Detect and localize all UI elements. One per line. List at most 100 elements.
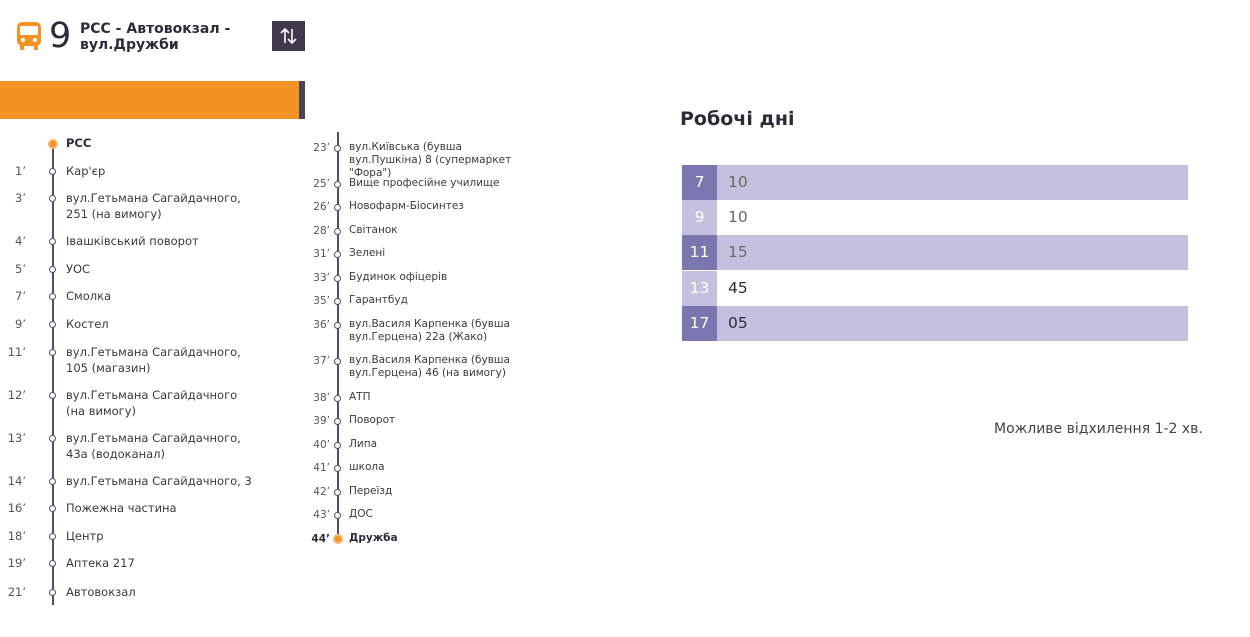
stop-time: 26’ — [313, 201, 330, 213]
timetable-title: Робочі дні — [680, 108, 795, 130]
stop-name: Аптека 217 — [66, 556, 135, 570]
stop-time: 41’ — [313, 462, 330, 474]
bus-icon — [17, 22, 41, 50]
route-line-col2 — [337, 132, 339, 538]
stop-name: РСС — [66, 136, 92, 150]
stop-time: 36’ — [313, 319, 330, 331]
stop-name: вул.Гетьмана Сагайдачного, 105 (магазин) — [66, 345, 241, 375]
stop-name: Переїзд — [349, 485, 393, 497]
stop-time: 7’ — [15, 289, 26, 303]
stop-time: 19’ — [7, 556, 26, 570]
swap-direction-button[interactable] — [272, 21, 305, 51]
stop-marker — [49, 321, 56, 328]
stop-marker — [334, 228, 341, 235]
stop-marker — [49, 533, 56, 540]
stop-marker — [334, 512, 341, 519]
stop-time: 35’ — [313, 295, 330, 307]
stop-marker — [334, 145, 341, 152]
timetable-hour: 11 — [682, 235, 717, 270]
stop-marker — [49, 435, 56, 442]
stop-name: Зелені — [349, 247, 386, 259]
stop-name: Костел — [66, 317, 109, 331]
stop-time: 25’ — [313, 178, 330, 190]
stop-time: 3’ — [15, 191, 26, 205]
stop-name: вул.Гетьмана Сагайдачного, 3 — [66, 474, 252, 488]
stop-marker — [49, 293, 56, 300]
stop-name: АТП — [349, 391, 371, 403]
stop-name: Світанок — [349, 224, 398, 236]
stop-marker — [49, 168, 56, 175]
stop-marker — [49, 349, 56, 356]
stop-time: 39’ — [313, 415, 330, 427]
stop-name: Поворот — [349, 414, 396, 426]
stop-time: 40’ — [313, 439, 330, 451]
timetable-minutes: 05 — [728, 314, 748, 332]
terminal-stop-marker — [48, 139, 58, 149]
timetable-hour: 7 — [682, 165, 717, 200]
stop-time: 4’ — [15, 234, 26, 248]
stop-time: 31’ — [313, 248, 330, 260]
timetable-minutes: 15 — [728, 243, 748, 261]
timetable-minutes: 45 — [728, 279, 748, 297]
stop-marker — [334, 275, 341, 282]
stop-time: 12’ — [7, 388, 26, 402]
stop-marker — [334, 418, 341, 425]
stop-name: ДОС — [349, 508, 373, 520]
stop-name: Центр — [66, 529, 104, 543]
direction-bar-edge — [299, 81, 305, 119]
timetable-row: 17 05 — [682, 306, 1188, 341]
stop-name: школа — [349, 461, 385, 473]
stop-name: Гарантбуд — [349, 294, 408, 306]
stop-time: 21’ — [7, 585, 26, 599]
stop-time: 44’ — [311, 533, 330, 545]
stop-time: 37’ — [313, 355, 330, 367]
stop-marker — [334, 465, 341, 472]
stop-time: 14’ — [7, 474, 26, 488]
stop-name: УОС — [66, 262, 91, 276]
timetable-row: 11 15 — [682, 235, 1188, 270]
stop-name: вул.Василя Карпенка (бувша вул.Герцена) … — [349, 318, 510, 343]
terminal-stop-marker — [333, 534, 343, 544]
stop-time: 33’ — [313, 272, 330, 284]
stop-time: 5’ — [15, 262, 26, 276]
stop-marker — [334, 489, 341, 496]
timetable-row: 7 10 — [682, 165, 1188, 200]
timetable-row: 9 10 — [682, 200, 1188, 235]
stop-time: 23’ — [313, 142, 330, 154]
stop-marker — [334, 358, 341, 365]
stop-marker — [49, 589, 56, 596]
stop-marker — [334, 204, 341, 211]
stop-name: Смолка — [66, 289, 112, 303]
stop-marker — [49, 195, 56, 202]
stop-marker — [49, 505, 56, 512]
timetable-hour: 9 — [682, 200, 717, 235]
timetable-minutes: 10 — [728, 173, 748, 191]
timetable-row: 13 45 — [682, 271, 1188, 306]
stop-time: 42’ — [313, 486, 330, 498]
swap-direction-icon — [280, 27, 297, 45]
stop-marker — [334, 395, 341, 402]
stop-name: Кар'єр — [66, 164, 106, 178]
deviation-note: Можливе відхилення 1-2 хв. — [994, 421, 1203, 437]
stop-marker — [49, 238, 56, 245]
stop-time: 1’ — [15, 164, 26, 178]
stop-name: вул.Гетьмана Сагайдачного, 43а (водокана… — [66, 431, 241, 461]
stop-name: Вище професійне училище — [349, 177, 500, 189]
stop-time: 28’ — [313, 225, 330, 237]
stop-name: Автовокзал — [66, 585, 136, 599]
route-line-col1 — [52, 147, 54, 605]
timetable-minutes: 10 — [728, 208, 748, 226]
stop-time: 38’ — [313, 392, 330, 404]
stop-name: Новофарм-Біосинтез — [349, 200, 464, 212]
stop-time: 11’ — [7, 345, 26, 359]
timetable-hour: 17 — [682, 306, 717, 341]
stop-name: Дружба — [349, 532, 398, 544]
stop-name: вул.Київська (бувша вул.Пушкіна) 8 (супе… — [349, 141, 512, 179]
stop-name: Івашківський поворот — [66, 234, 199, 248]
stop-name: вул.Василя Карпенка (бувша вул.Герцена) … — [349, 354, 510, 379]
stop-name: Липа — [349, 438, 378, 450]
stop-marker — [49, 478, 56, 485]
stop-marker — [334, 251, 341, 258]
stop-marker — [334, 181, 341, 188]
stop-marker — [49, 560, 56, 567]
